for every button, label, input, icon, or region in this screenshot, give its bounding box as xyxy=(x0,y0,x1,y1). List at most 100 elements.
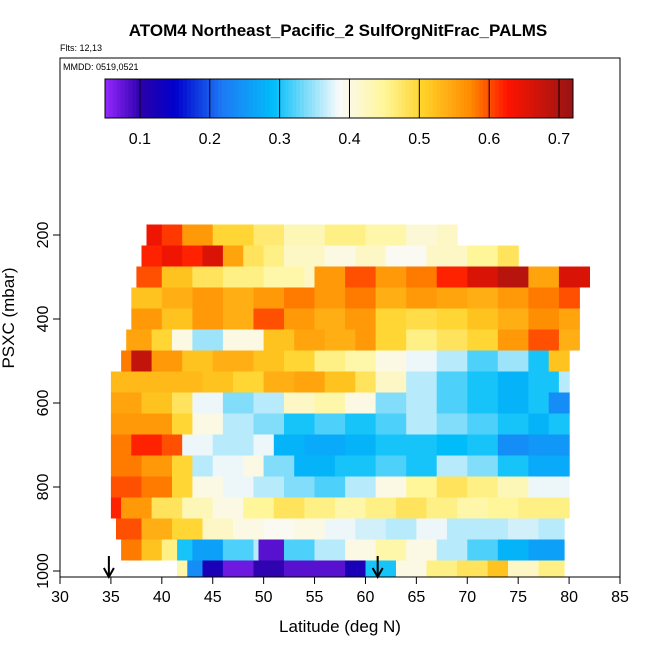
heatmap-cell xyxy=(467,434,499,456)
x-tick-label: 55 xyxy=(306,589,324,606)
heatmap-cell xyxy=(457,560,489,577)
y-tick-label: 800 xyxy=(35,474,52,501)
heatmap-cell xyxy=(314,266,346,288)
heatmap-cell xyxy=(131,434,163,456)
colorbar-swatch xyxy=(105,79,110,118)
heatmap-cell xyxy=(222,245,244,267)
heatmap-cell xyxy=(467,476,499,498)
colorbar-swatch xyxy=(147,79,153,118)
colorbar-swatch xyxy=(272,79,278,118)
heatmap-cell xyxy=(528,371,560,393)
colorbar-swatch xyxy=(483,79,488,118)
heatmap-cell xyxy=(116,518,143,540)
heatmap-cell xyxy=(284,392,316,414)
heatmap-cell xyxy=(110,392,142,414)
colorbar-swatch xyxy=(253,79,258,118)
heatmap-cell xyxy=(141,455,173,477)
heatmap-cell xyxy=(508,560,540,577)
heatmap-cell xyxy=(467,413,499,435)
heatmap-cell xyxy=(294,455,336,477)
heatmap-cell xyxy=(141,518,173,540)
colorbar-swatch xyxy=(569,79,574,118)
heatmap-cell xyxy=(518,497,550,519)
heatmap-cell xyxy=(436,392,468,414)
colorbar-swatch xyxy=(385,79,391,118)
heatmap-cell xyxy=(406,539,438,561)
heatmap-cell xyxy=(172,413,193,435)
colorbar-swatch xyxy=(132,79,137,118)
heatmap-cell xyxy=(131,308,163,330)
heatmap-cell xyxy=(345,350,377,372)
colorbar-swatch xyxy=(319,79,324,118)
heatmap-cell xyxy=(141,476,173,498)
heatmap-cell xyxy=(406,329,438,351)
colorbar-swatch xyxy=(549,79,554,118)
heatmap-cell xyxy=(375,455,407,477)
heatmap-cell xyxy=(110,476,142,498)
heatmap-cell xyxy=(436,371,468,393)
colorbar-swatch xyxy=(335,79,340,118)
colorbar-swatch xyxy=(140,79,145,118)
colorbar-swatch xyxy=(370,79,375,118)
heatmap-cell xyxy=(375,308,407,330)
heatmap-cell xyxy=(136,266,163,288)
y-tick-label: 1000 xyxy=(35,553,52,589)
heatmap-cell xyxy=(192,287,224,309)
heatmap-cell xyxy=(467,287,499,309)
colorbar-swatch xyxy=(167,79,172,118)
heatmap-cell xyxy=(528,308,560,330)
heatmap-cell xyxy=(467,350,499,372)
heatmap-cell xyxy=(385,245,428,267)
colorbar-swatch xyxy=(381,79,387,118)
colorbar-swatch xyxy=(420,79,426,118)
colorbar-swatch xyxy=(475,79,480,118)
colorbar-swatch xyxy=(565,79,570,118)
colorbar-swatch xyxy=(557,79,562,118)
heatmap-cell xyxy=(131,350,153,372)
plot-frame xyxy=(59,57,621,578)
heatmap-cells xyxy=(110,224,590,577)
heatmap-cell xyxy=(375,371,407,393)
heatmap-cell xyxy=(497,413,529,435)
heatmap-cell xyxy=(558,371,570,393)
y-tick-label: 400 xyxy=(35,306,52,333)
heatmap-cell xyxy=(345,392,377,414)
heatmap-cell xyxy=(528,350,550,372)
heatmap-cell xyxy=(467,308,499,330)
heatmap-cell xyxy=(334,455,377,477)
heatmap-cell xyxy=(121,539,143,561)
colorbar-swatch xyxy=(327,79,332,118)
colorbar-swatch xyxy=(144,79,149,118)
heatmap-cell xyxy=(151,497,183,519)
heatmap-cell xyxy=(243,497,275,519)
heatmap-cell xyxy=(406,413,438,435)
heatmap-cell xyxy=(406,434,438,456)
heatmap-cell xyxy=(182,434,214,456)
heatmap-cell xyxy=(467,245,499,267)
heatmap-cell xyxy=(497,476,529,498)
heatmap-cell xyxy=(192,266,224,288)
colorbar-swatch xyxy=(311,79,317,118)
heatmap-cell xyxy=(467,371,499,393)
x-tick-label: 50 xyxy=(255,589,273,606)
heatmap-cell xyxy=(314,413,346,435)
heatmap-cell xyxy=(508,518,540,540)
colorbar-swatch xyxy=(124,79,129,118)
heatmap-cell xyxy=(161,287,193,309)
heatmap-cell xyxy=(548,350,570,372)
heatmap-cell xyxy=(243,245,265,267)
heatmap-cell xyxy=(212,497,244,519)
heatmap-cell xyxy=(528,413,550,435)
heatmap-cell xyxy=(192,329,224,351)
heatmap-cell xyxy=(528,287,560,309)
colorbar-swatch xyxy=(264,79,270,118)
x-tick-label: 45 xyxy=(204,589,222,606)
colorbar-swatch xyxy=(339,79,344,118)
heatmap-cell xyxy=(528,455,560,477)
colorbar-swatch xyxy=(331,79,336,118)
heatmap-cell xyxy=(212,455,244,477)
heatmap-cell xyxy=(436,455,468,477)
heatmap-cell xyxy=(314,287,346,309)
down-arrow-icon xyxy=(102,567,115,580)
x-tick-label: 60 xyxy=(357,589,375,606)
